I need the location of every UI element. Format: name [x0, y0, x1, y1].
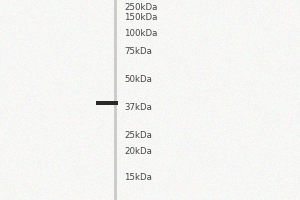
Text: 20kDa: 20kDa: [124, 148, 152, 156]
Text: 150kDa: 150kDa: [124, 14, 158, 22]
Text: 100kDa: 100kDa: [124, 28, 158, 38]
Text: 250kDa: 250kDa: [124, 3, 158, 12]
Bar: [113, 0, 116, 200]
Text: 15kDa: 15kDa: [124, 173, 152, 182]
Bar: [96, 101, 118, 105]
Text: 50kDa: 50kDa: [124, 75, 152, 84]
Text: 75kDa: 75kDa: [124, 47, 152, 56]
Text: 37kDa: 37kDa: [124, 102, 152, 112]
Text: 25kDa: 25kDa: [124, 130, 152, 140]
